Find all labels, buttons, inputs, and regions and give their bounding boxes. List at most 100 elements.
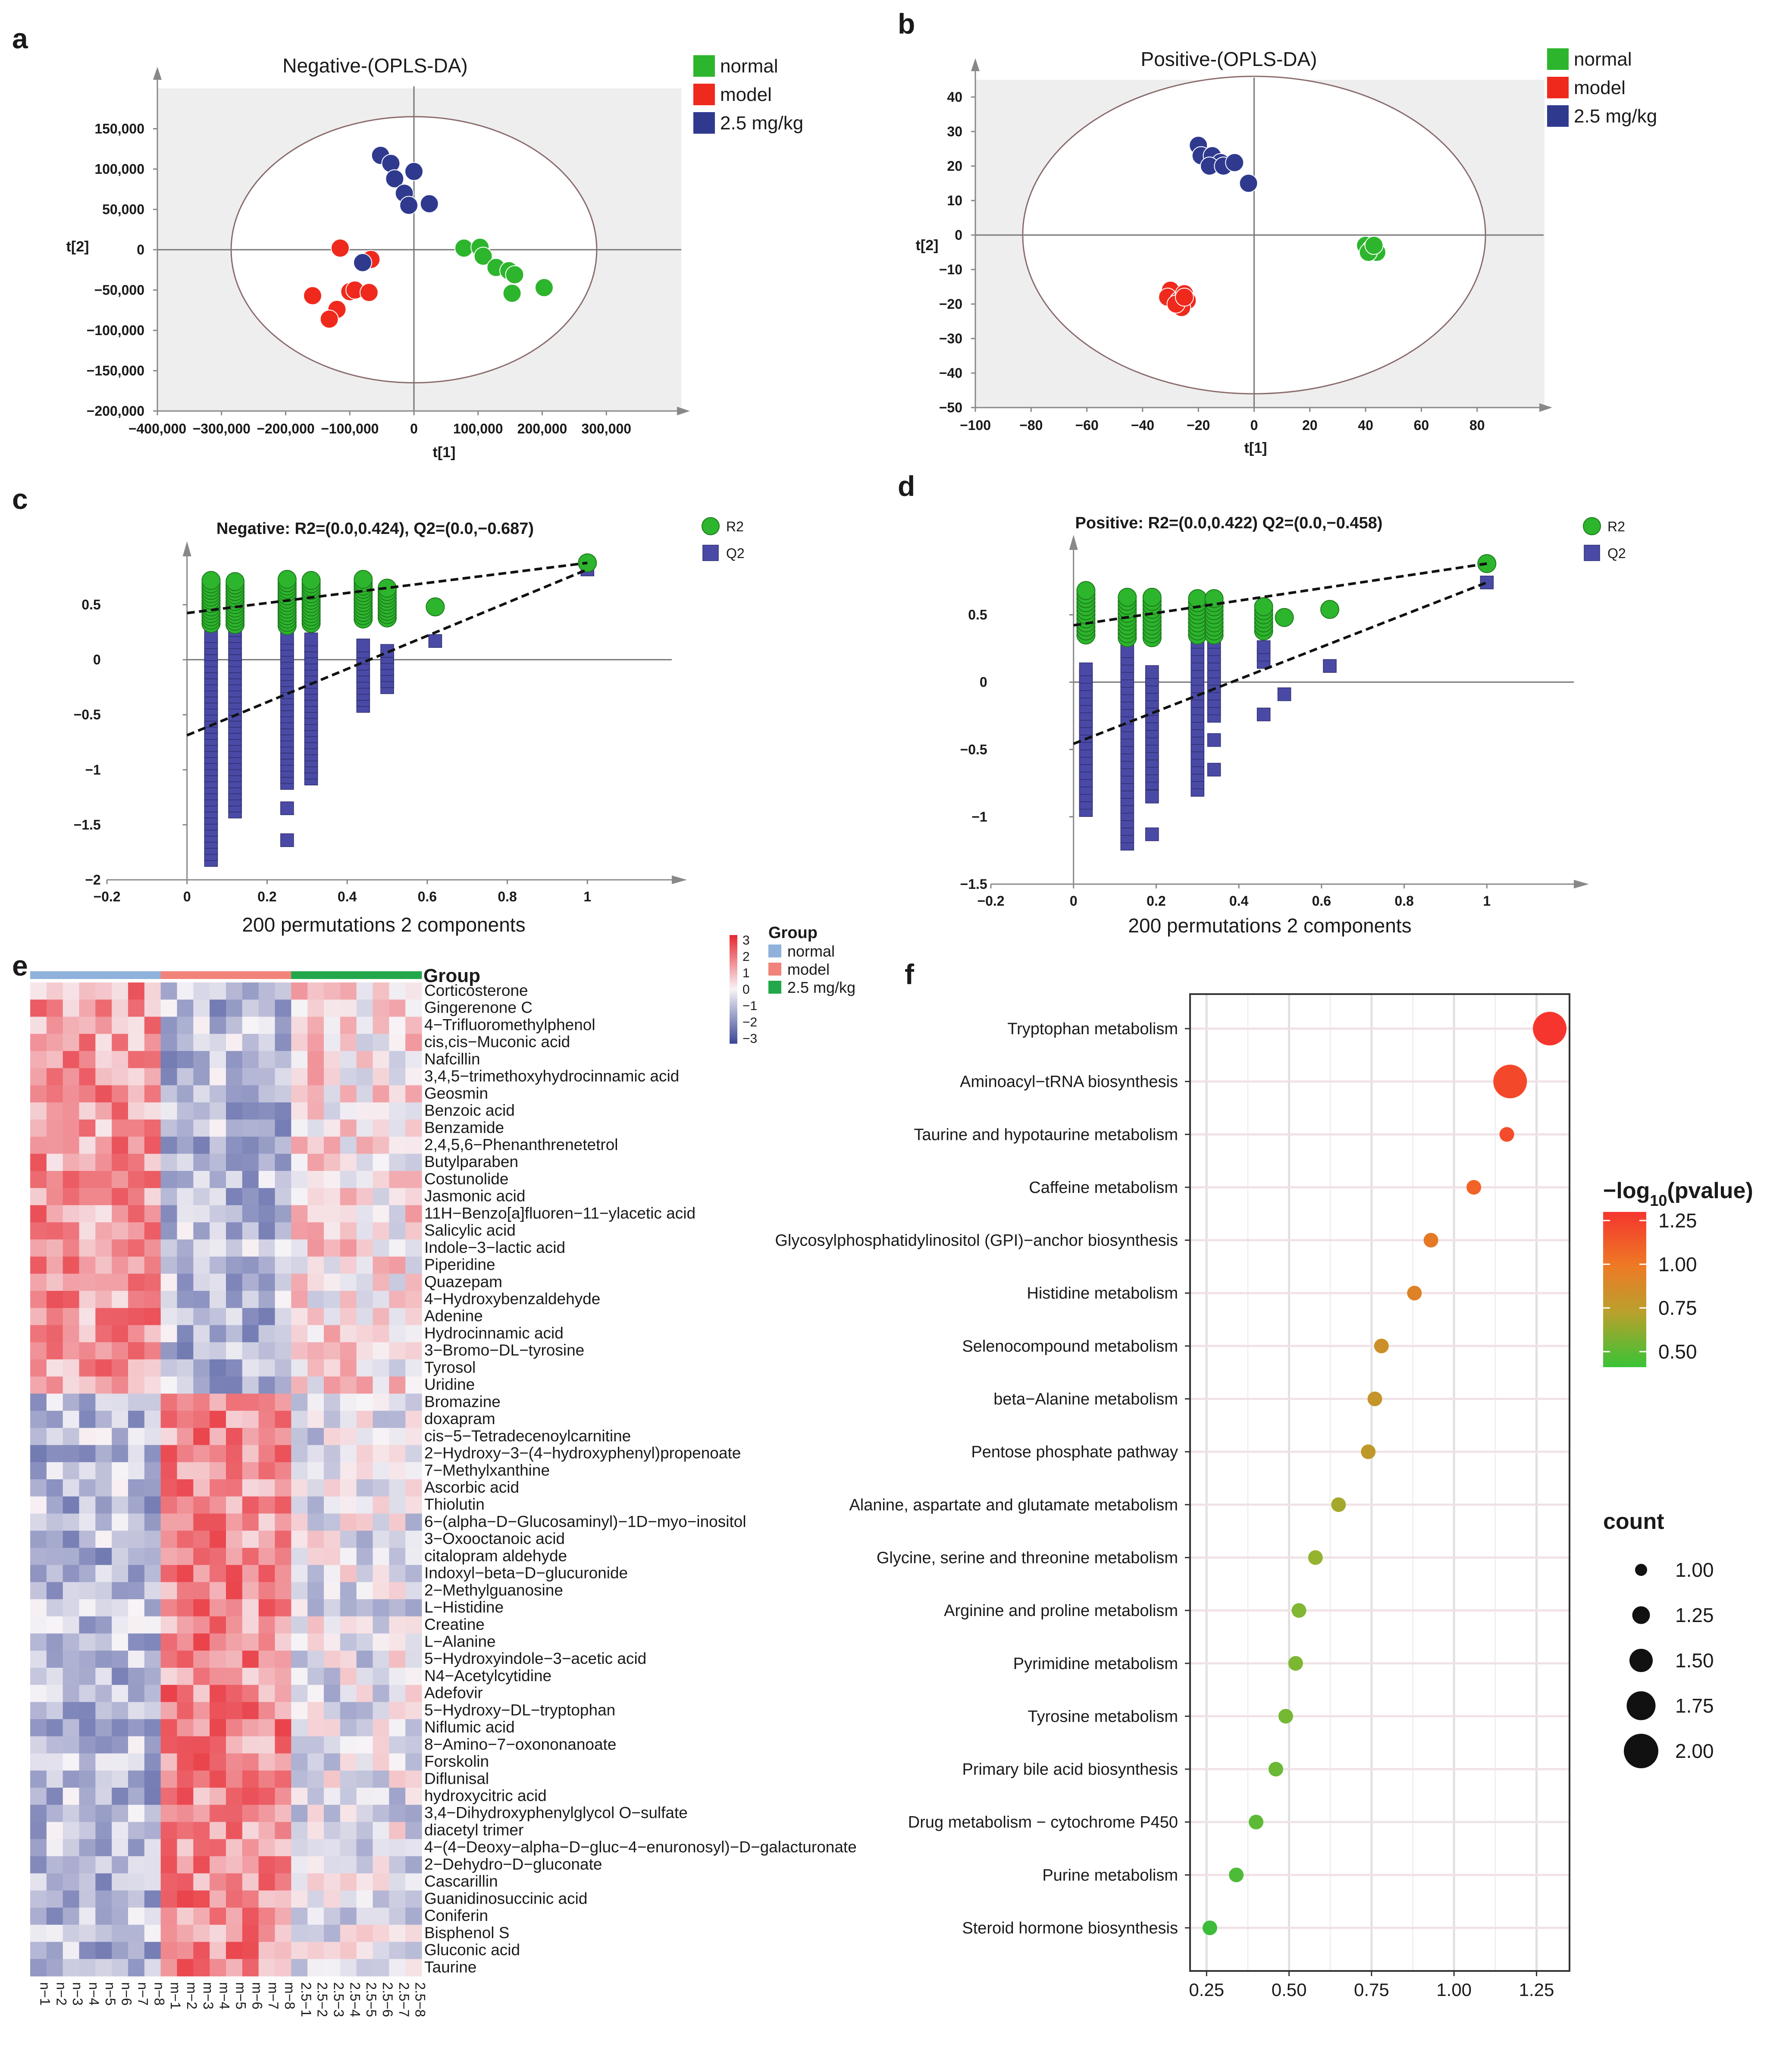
- heatmap-cell: [112, 1942, 128, 1959]
- data-point-2-5-mg-kg: [1225, 154, 1244, 172]
- heatmap-cell: [307, 1616, 324, 1634]
- heatmap-cell: [275, 1513, 291, 1531]
- heatmap-cell: [30, 1582, 47, 1599]
- heatmap-cell: [242, 1582, 259, 1599]
- heatmap-cell: [307, 1788, 324, 1805]
- heatmap-cell: [177, 1377, 194, 1394]
- heatmap-cell: [291, 1736, 307, 1754]
- heatmap-cell: [95, 1788, 112, 1805]
- heatmap-cell: [373, 1205, 389, 1222]
- heatmap-cell: [275, 1462, 291, 1479]
- heatmap-cell: [275, 1599, 291, 1616]
- heatmap-cell: [95, 1377, 112, 1394]
- heatmap-cell: [30, 1325, 47, 1342]
- heatmap-cell: [405, 1651, 422, 1668]
- heatmap-cell: [389, 1651, 405, 1668]
- x-tick-label: 0: [1070, 893, 1078, 909]
- heatmap-cell: [259, 1205, 275, 1222]
- heatmap-cell: [193, 1188, 210, 1205]
- heatmap-cell: [47, 1325, 63, 1342]
- heatmap-cell: [324, 1651, 340, 1668]
- heatmap-cell: [405, 1754, 422, 1771]
- heatmap-cell: [340, 1257, 357, 1274]
- heatmap-cell: [112, 1754, 128, 1771]
- heatmap-cell: [79, 1702, 96, 1719]
- heatmap-cell: [291, 1222, 307, 1240]
- x-tick-label: −100,000: [321, 421, 379, 436]
- heatmap-cell: [259, 1377, 275, 1394]
- color-legend-title-sub: 10: [1650, 1192, 1667, 1209]
- heatmap-cell: [242, 1822, 259, 1839]
- heatmap-cell: [357, 1702, 373, 1719]
- heatmap-cell: [324, 1102, 340, 1120]
- y-tick-label: −1.5: [960, 876, 987, 892]
- heatmap-cell: [291, 1890, 307, 1908]
- heatmap-cell: [405, 1925, 422, 1942]
- heatmap-cell: [161, 1342, 177, 1359]
- row-label: L−Alanine: [424, 1633, 496, 1651]
- heatmap-cell: [112, 1822, 128, 1839]
- heatmap-cell: [357, 1651, 373, 1668]
- heatmap-cell: [291, 1719, 307, 1736]
- heatmap-cell: [324, 1359, 340, 1377]
- heatmap-cell: [324, 1034, 340, 1051]
- heatmap-cell: [193, 1651, 210, 1668]
- heatmap-cell: [95, 1873, 112, 1891]
- heatmap-cell: [242, 1085, 259, 1102]
- heatmap-cell: [275, 1051, 291, 1068]
- y-tick-label: −2: [85, 872, 100, 888]
- heatmap-cell: [112, 1736, 128, 1754]
- heatmap-cell: [259, 1257, 275, 1274]
- heatmap-cell: [357, 1770, 373, 1788]
- heatmap-cell: [340, 982, 357, 1000]
- heatmap-cell: [357, 1034, 373, 1051]
- heatmap-cell: [30, 1942, 47, 1959]
- heatmap-cell: [226, 1548, 242, 1565]
- heatmap-cell: [63, 1120, 79, 1137]
- heatmap-cell: [357, 1736, 373, 1754]
- heatmap-cell: [340, 1685, 357, 1702]
- heatmap-cell: [357, 1102, 373, 1120]
- heatmap-cell: [226, 1445, 242, 1462]
- heatmap-cell: [307, 1411, 324, 1428]
- heatmap-cell: [389, 1736, 405, 1754]
- heatmap-cell: [373, 1359, 389, 1377]
- heatmap-cell: [324, 1222, 340, 1240]
- panel-label: d: [898, 470, 915, 502]
- heatmap-cell: [128, 1393, 144, 1411]
- heatmap-cell: [30, 1222, 47, 1240]
- group-bar-cell: [291, 971, 307, 979]
- heatmap-cell: [340, 1342, 357, 1359]
- heatmap-cell: [324, 1393, 340, 1411]
- heatmap-cell: [95, 1428, 112, 1445]
- heatmap-cell: [405, 1462, 422, 1479]
- heatmap-cell: [79, 1188, 96, 1205]
- heatmap-cell: [389, 1925, 405, 1942]
- heatmap-cell: [307, 1120, 324, 1137]
- y-tick-label: 0.5: [81, 597, 100, 612]
- heatmap-cell: [210, 1051, 226, 1068]
- heatmap-cell: [95, 1651, 112, 1668]
- heatmap-cell: [357, 1531, 373, 1548]
- heatmap-cell: [373, 1034, 389, 1051]
- group-bar-cell: [340, 971, 357, 979]
- heatmap-cell: [226, 1805, 242, 1822]
- heatmap-cell: [405, 1240, 422, 1257]
- heatmap-cell: [112, 1839, 128, 1856]
- heatmap-cell: [307, 1839, 324, 1856]
- row-label: 8−Amino−7−oxononanoate: [424, 1735, 616, 1753]
- color-legend-bar: [1603, 1212, 1646, 1367]
- heatmap-cell: [63, 1942, 79, 1959]
- heatmap-cell: [275, 1257, 291, 1274]
- heatmap-cell: [128, 1051, 144, 1068]
- heatmap-cell: [63, 1308, 79, 1325]
- heatmap-cell: [79, 1068, 96, 1086]
- heatmap-cell: [275, 1497, 291, 1514]
- color-scale-tick: −1: [742, 999, 757, 1013]
- heatmap-cell: [275, 1445, 291, 1462]
- q2-point: [1257, 640, 1270, 653]
- heatmap-cell: [275, 1959, 291, 1976]
- heatmap-cell: [242, 1154, 259, 1171]
- heatmap-cell: [161, 1428, 177, 1445]
- heatmap-cell: [47, 1428, 63, 1445]
